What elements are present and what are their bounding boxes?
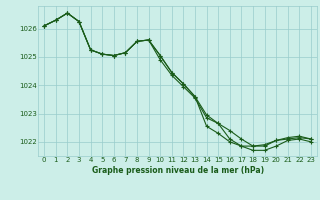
X-axis label: Graphe pression niveau de la mer (hPa): Graphe pression niveau de la mer (hPa) (92, 166, 264, 175)
